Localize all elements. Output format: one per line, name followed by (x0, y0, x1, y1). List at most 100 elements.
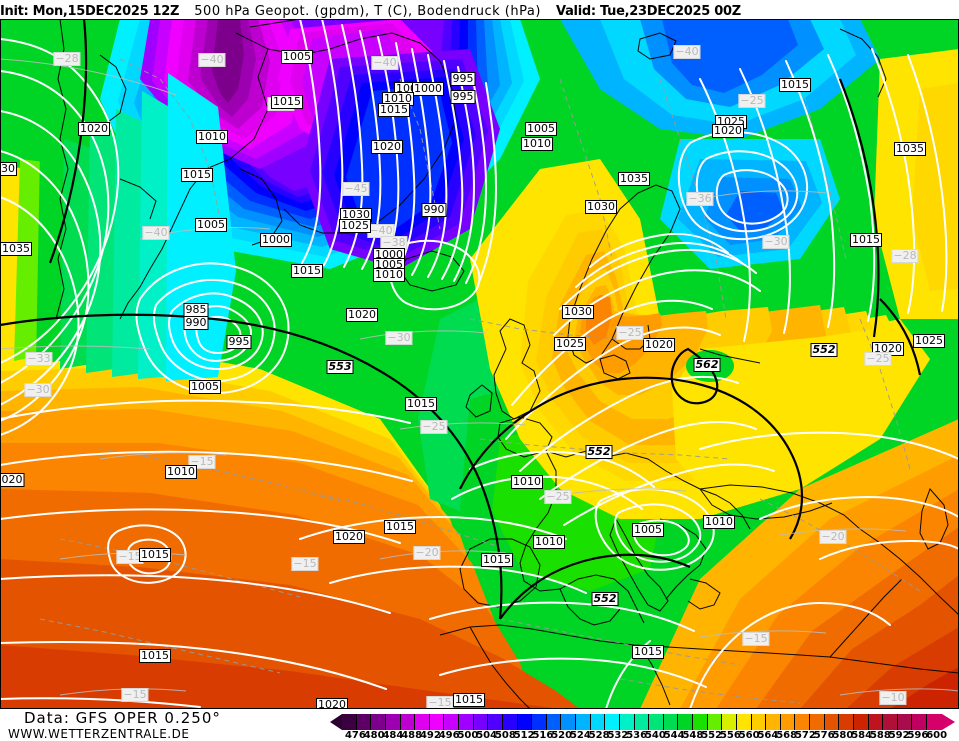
colorbar-swatch (751, 714, 767, 730)
colorbar-swatch (912, 714, 927, 730)
temperature-label: −20 (819, 530, 847, 544)
pressure-label: 1015 (271, 95, 303, 109)
pressure-label: 1010 (703, 515, 735, 529)
colorbar-swatch (576, 714, 591, 730)
pressure-label: 1015 (181, 168, 213, 182)
pressure-label: 995 (450, 90, 476, 104)
colorbar-tick: 596 (907, 730, 929, 741)
header-product-label: 500 hPa Geopot. (gpdm), T (C), Bodendruc… (194, 4, 541, 19)
pressure-label: 1020 (643, 338, 675, 352)
colorbar-swatch (927, 714, 942, 730)
pressure-label: 1015 (453, 693, 485, 707)
colorbar-tick: 584 (851, 730, 873, 741)
pressure-label: 1020 (316, 698, 348, 709)
colorbar-swatch (429, 714, 445, 730)
colorbar-tick: 492 (419, 730, 441, 741)
colorbar-swatch (561, 714, 576, 730)
colorbar-tick: 520 (551, 730, 573, 741)
pressure-label: 1000 (260, 233, 292, 247)
colorbar-tick: 508 (494, 730, 516, 741)
colorbar-tick-labels: 476 480 484 488 492 496 500 504 508 512 516 520 524 5… (330, 730, 959, 741)
pressure-label: 1015 (139, 649, 171, 663)
colorbar-swatch (385, 714, 401, 730)
pressure-label: 1030 (585, 200, 617, 214)
colorbar-swatch (766, 714, 781, 730)
temperature-label: −30 (24, 383, 52, 397)
map-header: Init: Mon,15DEC2025 12Z 500 hPa Geopot. … (0, 0, 959, 19)
temperature-label: −36 (686, 192, 714, 206)
map-canvas[interactable]: 1020 1015 1010 −28 −40 −33 −30 1035 30 985 990 995 1… (0, 19, 959, 709)
pressure-label: 1015 (139, 548, 171, 562)
pressure-label: 30 (0, 162, 17, 176)
colorbar-tick: 564 (757, 730, 779, 741)
colorbar-swatch (459, 714, 474, 730)
pressure-label: 1010 (511, 475, 543, 489)
colorbar-tick: 524 (569, 730, 591, 741)
pressure-label: 1015 (850, 233, 882, 247)
colorbar-tick: 560 (738, 730, 760, 741)
temperature-label: −10 (879, 691, 907, 705)
colorbar-tick: 556 (719, 730, 741, 741)
temperature-label: −28 (891, 249, 919, 263)
pressure-label: 1005 (632, 523, 664, 537)
pressure-label: 1035 (0, 242, 32, 256)
colorbar-swatch (897, 714, 913, 730)
pressure-label: 1005 (281, 50, 313, 64)
temperature-label: −15 (742, 632, 770, 646)
pressure-label: 1020 (78, 122, 110, 136)
colorbar-tick: 568 (776, 730, 798, 741)
colorbar-swatch (810, 714, 825, 730)
pressure-label: 985 (183, 303, 209, 317)
temperature-label: −40 (371, 56, 399, 70)
colorbar-swatch (517, 714, 533, 730)
geopotential-label: 552 (591, 592, 619, 606)
pressure-label: 1005 (525, 122, 557, 136)
colorbar-swatch (444, 714, 459, 730)
pressure-label: 1000 (412, 82, 444, 96)
colorbar-high-arrow (942, 714, 955, 730)
colorbar-tick: 600 (926, 730, 948, 741)
map-render (0, 19, 959, 709)
temperature-label: −15 (426, 696, 454, 709)
colorbar-swatch (488, 714, 503, 730)
colorbar-tick: 572 (794, 730, 816, 741)
pressure-label: 1010 (196, 130, 228, 144)
colorbar-swatch (853, 714, 869, 730)
colorbar-swatch (371, 714, 386, 730)
pressure-label: 1005 (195, 218, 227, 232)
footer-data-source: Data: GFS OPER 0.250° (24, 709, 221, 727)
colorbar-swatch (590, 714, 606, 730)
temperature-label: −15 (116, 550, 144, 564)
colorbar-swatches (342, 714, 942, 730)
pressure-label: 1025 (554, 337, 586, 351)
pressure-label: 990 (421, 203, 447, 217)
pressure-label: 1020 (346, 308, 378, 322)
pressure-label: 1015 (378, 103, 410, 117)
pressure-label: 995 (226, 335, 252, 349)
pressure-label: 1015 (405, 397, 437, 411)
pressure-label: 1015 (779, 78, 811, 92)
pressure-label: 1030 (340, 208, 372, 222)
pressure-label: 1035 (894, 142, 926, 156)
pressure-label: 1020 (712, 124, 744, 138)
pressure-label: 995 (450, 72, 476, 86)
colorbar-swatch (546, 714, 562, 730)
temperature-label: −40 (673, 45, 701, 59)
pressure-label: 1015 (384, 520, 416, 534)
temperature-label: −25 (864, 352, 892, 366)
colorbar-tick: 540 (644, 730, 666, 741)
colorbar-swatch (634, 714, 650, 730)
colorbar-swatch (795, 714, 810, 730)
colorbar-tick: 532 (607, 730, 629, 741)
colorbar-tick: 592 (888, 730, 910, 741)
colorbar-low-arrow (330, 714, 342, 730)
temperature-label: −33 (25, 352, 53, 366)
temperature-label: −15 (121, 688, 149, 702)
colorbar-tick: 544 (663, 730, 685, 741)
colorbar-swatch (605, 714, 620, 730)
colorbar-tick: 580 (832, 730, 854, 741)
colorbar-swatch (415, 714, 430, 730)
temperature-label: −40 (142, 226, 170, 240)
temperature-label: −40 (198, 53, 226, 67)
